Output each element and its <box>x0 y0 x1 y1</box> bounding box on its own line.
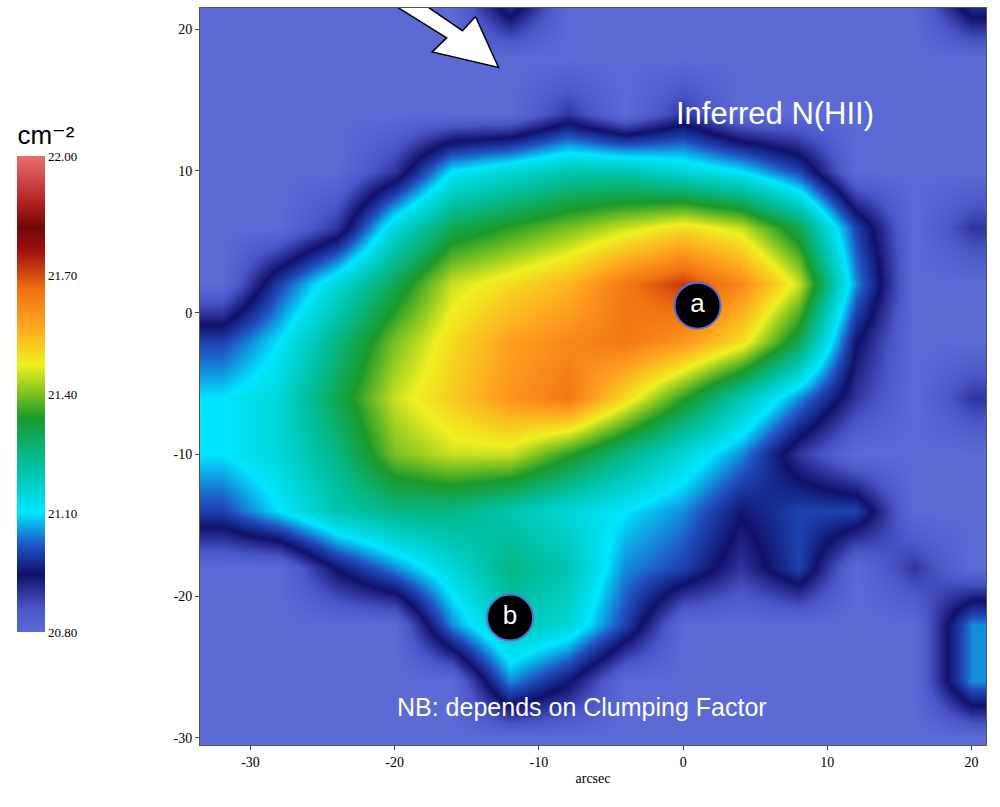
svg-text:21.40: 21.40 <box>48 387 77 402</box>
svg-text:21.70: 21.70 <box>48 268 77 283</box>
svg-text:0: 0 <box>680 755 687 770</box>
svg-text:20: 20 <box>178 22 192 37</box>
svg-text:a: a <box>690 288 705 318</box>
svg-text:22.00: 22.00 <box>48 149 77 164</box>
svg-text:NB: depends on Clumping Factor: NB: depends on Clumping Factor <box>397 693 767 721</box>
svg-text:20: 20 <box>965 755 979 770</box>
svg-text:-30: -30 <box>174 731 193 746</box>
svg-text:21.10: 21.10 <box>48 506 77 521</box>
svg-text:10: 10 <box>820 755 834 770</box>
svg-text:-10: -10 <box>530 755 549 770</box>
svg-text:0: 0 <box>185 306 192 321</box>
svg-text:-20: -20 <box>174 589 193 604</box>
svg-text:-30: -30 <box>241 755 260 770</box>
svg-text:cm⁻²: cm⁻² <box>17 120 74 150</box>
svg-text:-20: -20 <box>385 755 404 770</box>
svg-text:b: b <box>503 600 517 630</box>
svg-text:arcsec: arcsec <box>576 771 611 786</box>
svg-text:20.80: 20.80 <box>48 625 77 640</box>
svg-text:Inferred N(HII): Inferred N(HII) <box>676 96 874 131</box>
svg-text:10: 10 <box>178 164 192 179</box>
svg-text:-10: -10 <box>174 447 193 462</box>
